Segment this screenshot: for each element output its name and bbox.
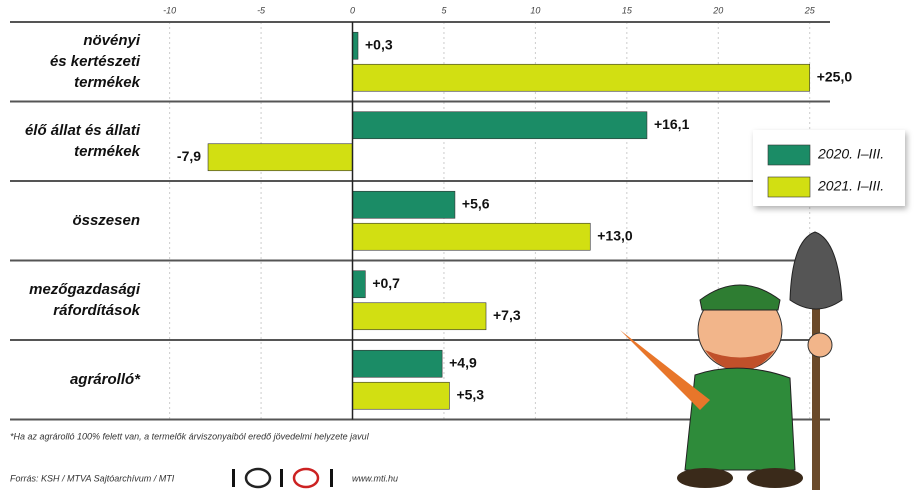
x-tick-label: 25 xyxy=(804,5,816,15)
bar xyxy=(352,381,450,410)
x-tick-label: -10 xyxy=(163,5,176,15)
value-label: +4,9 xyxy=(449,354,477,370)
value-label: +5,3 xyxy=(456,386,484,402)
legend-swatch xyxy=(767,144,811,166)
bar xyxy=(352,349,443,378)
category-label: összesen xyxy=(72,212,140,229)
legend-label: 2021. I–III. xyxy=(817,178,884,194)
value-label: +0,3 xyxy=(365,36,393,52)
plot-area: -10 -5 0 5 10 15 20 25 növényi és kertészeti termé… xyxy=(10,5,853,421)
value-label: +0,7 xyxy=(372,275,400,291)
bar xyxy=(352,302,487,331)
bar xyxy=(352,31,359,60)
website: www.mti.hu xyxy=(352,473,398,483)
bar xyxy=(352,222,591,251)
value-label: +13,0 xyxy=(597,227,633,243)
x-tick-label: 5 xyxy=(441,5,447,15)
value-label: +25,0 xyxy=(817,68,853,84)
x-tick-label: 10 xyxy=(530,5,540,15)
value-label: +7,3 xyxy=(493,307,521,323)
footnote: *Ha az agrárolló 100% felett van, a term… xyxy=(10,431,370,441)
legend-swatch xyxy=(767,176,811,198)
category-label: növényi és kertészeti termékek xyxy=(50,32,141,91)
bar xyxy=(207,143,353,172)
bar xyxy=(352,111,648,140)
source: Forrás: KSH / MTVA Sajtóarchívum / MTI xyxy=(10,473,175,483)
x-tick-label: -5 xyxy=(257,5,266,15)
logos xyxy=(232,467,333,489)
x-tick-label: 20 xyxy=(712,5,723,15)
value-label: +5,6 xyxy=(462,195,490,211)
category-label: élő állat és állati termékek xyxy=(25,122,141,160)
x-tick-label: 15 xyxy=(622,5,633,15)
bar xyxy=(352,63,811,92)
value-label: +16,1 xyxy=(654,116,690,132)
farmer-illustration xyxy=(620,231,843,490)
legend: 2020. I–III. 2021. I–III. xyxy=(753,130,905,206)
x-tick-label: 0 xyxy=(350,5,355,15)
category-label: mezőgazdasági ráfordítások xyxy=(29,281,141,319)
legend-label: 2020. I–III. xyxy=(817,146,884,162)
category-label: agrárolló* xyxy=(70,371,141,388)
value-label: -7,9 xyxy=(177,148,201,164)
bar xyxy=(352,190,456,219)
bar xyxy=(352,270,366,299)
